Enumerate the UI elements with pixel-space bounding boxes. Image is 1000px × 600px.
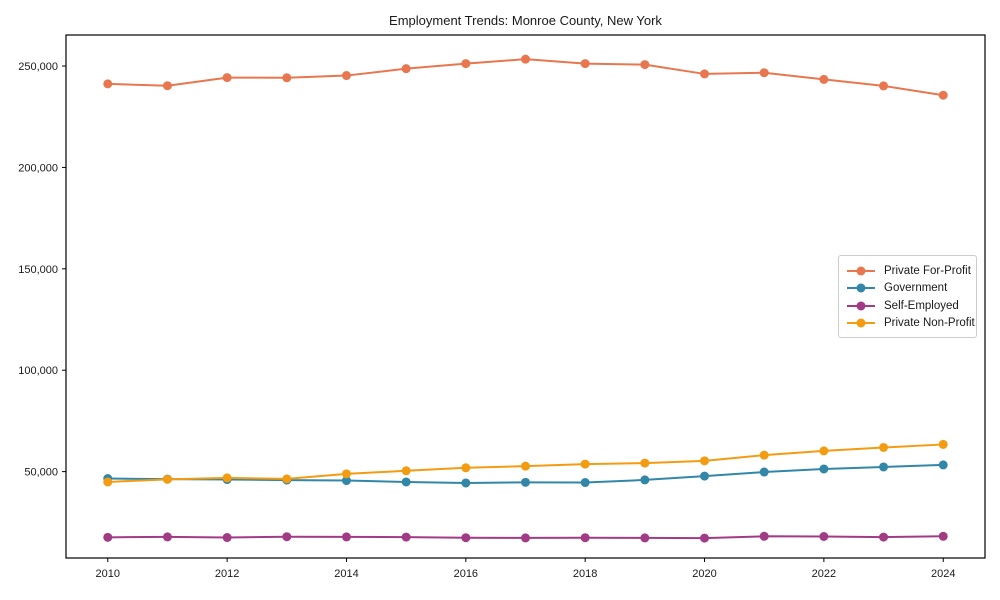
x-tick-label: 2018 bbox=[573, 568, 597, 580]
data-point-private-non-profit-2022 bbox=[819, 446, 829, 456]
legend-item-private-non-profit: Private Non-Profit bbox=[846, 315, 975, 332]
data-point-private-for-profit-2014 bbox=[341, 71, 351, 81]
legend-label-private-non-profit: Private Non-Profit bbox=[884, 317, 975, 330]
data-point-self-employed-2023 bbox=[879, 532, 889, 542]
legend-dot bbox=[856, 318, 866, 328]
x-tick-label: 2024 bbox=[931, 568, 955, 580]
data-point-self-employed-2014 bbox=[341, 532, 351, 542]
data-point-self-employed-2019 bbox=[640, 533, 650, 543]
x-tick-label: 2016 bbox=[454, 568, 478, 580]
data-point-private-for-profit-2016 bbox=[461, 59, 471, 69]
legend-label-private-for-profit: Private For-Profit bbox=[884, 264, 971, 277]
data-point-self-employed-2016 bbox=[461, 533, 471, 543]
data-point-private-for-profit-2023 bbox=[879, 81, 889, 91]
legend-item-private-for-profit: Private For-Profit bbox=[846, 262, 971, 279]
data-point-self-employed-2015 bbox=[401, 532, 411, 542]
data-point-self-employed-2024 bbox=[938, 531, 948, 541]
data-point-private-for-profit-2021 bbox=[759, 68, 769, 78]
data-point-government-2022 bbox=[819, 464, 829, 474]
x-tick-label: 2010 bbox=[96, 568, 120, 580]
data-point-private-for-profit-2015 bbox=[401, 64, 411, 74]
data-point-self-employed-2022 bbox=[819, 532, 829, 542]
y-tick-label: 200,000 bbox=[18, 162, 58, 174]
data-point-private-non-profit-2021 bbox=[759, 450, 769, 460]
data-point-government-2021 bbox=[759, 467, 769, 477]
data-point-self-employed-2018 bbox=[580, 533, 590, 543]
legend-label-self-employed: Self-Employed bbox=[884, 299, 959, 312]
data-point-private-for-profit-2020 bbox=[700, 69, 710, 79]
data-point-government-2017 bbox=[521, 477, 530, 487]
legend-marker-self-employed bbox=[847, 301, 875, 311]
legend-label-government: Government bbox=[884, 282, 948, 295]
data-point-private-non-profit-2023 bbox=[879, 442, 889, 452]
legend-item-government: Government bbox=[846, 280, 969, 297]
data-point-private-non-profit-2018 bbox=[580, 459, 590, 469]
legend-dot bbox=[856, 266, 866, 275]
chart-legend: Private For-Profit Government Self-Employe… bbox=[838, 255, 977, 338]
x-tick-label: 2022 bbox=[812, 568, 836, 580]
data-point-government-2016 bbox=[461, 478, 471, 488]
data-point-self-employed-2017 bbox=[521, 533, 530, 543]
data-point-private-for-profit-2018 bbox=[580, 59, 590, 69]
legend-marker-private-non-profit bbox=[847, 318, 875, 328]
data-point-self-employed-2010 bbox=[103, 532, 113, 542]
plot-border bbox=[65, 34, 986, 559]
data-point-government-2023 bbox=[879, 462, 889, 472]
data-point-private-for-profit-2017 bbox=[521, 54, 530, 64]
x-tick-label: 2014 bbox=[334, 568, 358, 580]
data-point-private-non-profit-2020 bbox=[700, 456, 710, 466]
data-point-private-non-profit-2011 bbox=[162, 474, 172, 484]
data-point-private-non-profit-2017 bbox=[521, 461, 530, 471]
data-point-self-employed-2013 bbox=[282, 532, 292, 542]
data-point-private-non-profit-2012 bbox=[222, 473, 232, 483]
y-tick-label: 250,000 bbox=[18, 61, 58, 73]
data-point-private-for-profit-2013 bbox=[282, 73, 292, 83]
data-point-private-for-profit-2019 bbox=[640, 60, 650, 70]
x-tick-label: 2020 bbox=[692, 568, 716, 580]
x-tick-label: 2012 bbox=[215, 568, 239, 580]
data-point-private-non-profit-2015 bbox=[401, 466, 411, 476]
data-point-government-2018 bbox=[580, 478, 590, 488]
data-point-private-non-profit-2019 bbox=[640, 458, 650, 468]
data-point-government-2014 bbox=[341, 476, 351, 486]
legend-marker-private-for-profit bbox=[847, 266, 875, 275]
data-point-private-for-profit-2010 bbox=[103, 79, 113, 89]
data-point-government-2015 bbox=[401, 477, 411, 487]
series-line-private-for-profit bbox=[107, 58, 944, 97]
y-tick-label: 50,000 bbox=[24, 467, 58, 479]
data-point-self-employed-2021 bbox=[759, 531, 769, 541]
data-point-government-2019 bbox=[640, 475, 650, 485]
data-point-private-for-profit-2024 bbox=[938, 90, 948, 100]
data-point-private-non-profit-2024 bbox=[938, 439, 948, 449]
data-point-private-non-profit-2014 bbox=[341, 469, 351, 479]
chart-title: Employment Trends: Monroe County, New Yo… bbox=[389, 13, 662, 28]
data-point-private-non-profit-2013 bbox=[282, 474, 292, 484]
data-point-self-employed-2012 bbox=[222, 533, 232, 543]
data-point-private-for-profit-2011 bbox=[162, 81, 172, 91]
legend-dot bbox=[856, 283, 866, 293]
y-tick-label: 150,000 bbox=[18, 264, 58, 276]
legend-marker-government bbox=[847, 283, 875, 293]
data-point-government-2024 bbox=[938, 460, 948, 470]
data-point-government-2020 bbox=[700, 471, 710, 481]
y-tick-label: 100,000 bbox=[18, 365, 58, 377]
data-point-private-non-profit-2016 bbox=[461, 463, 471, 473]
legend-item-self-employed: Self-Employed bbox=[846, 297, 969, 314]
legend-dot bbox=[856, 301, 866, 311]
data-point-self-employed-2011 bbox=[162, 532, 172, 542]
data-point-private-non-profit-2010 bbox=[103, 477, 113, 487]
data-point-self-employed-2020 bbox=[700, 533, 710, 543]
data-point-private-for-profit-2012 bbox=[222, 73, 232, 83]
data-point-private-for-profit-2022 bbox=[819, 74, 829, 84]
